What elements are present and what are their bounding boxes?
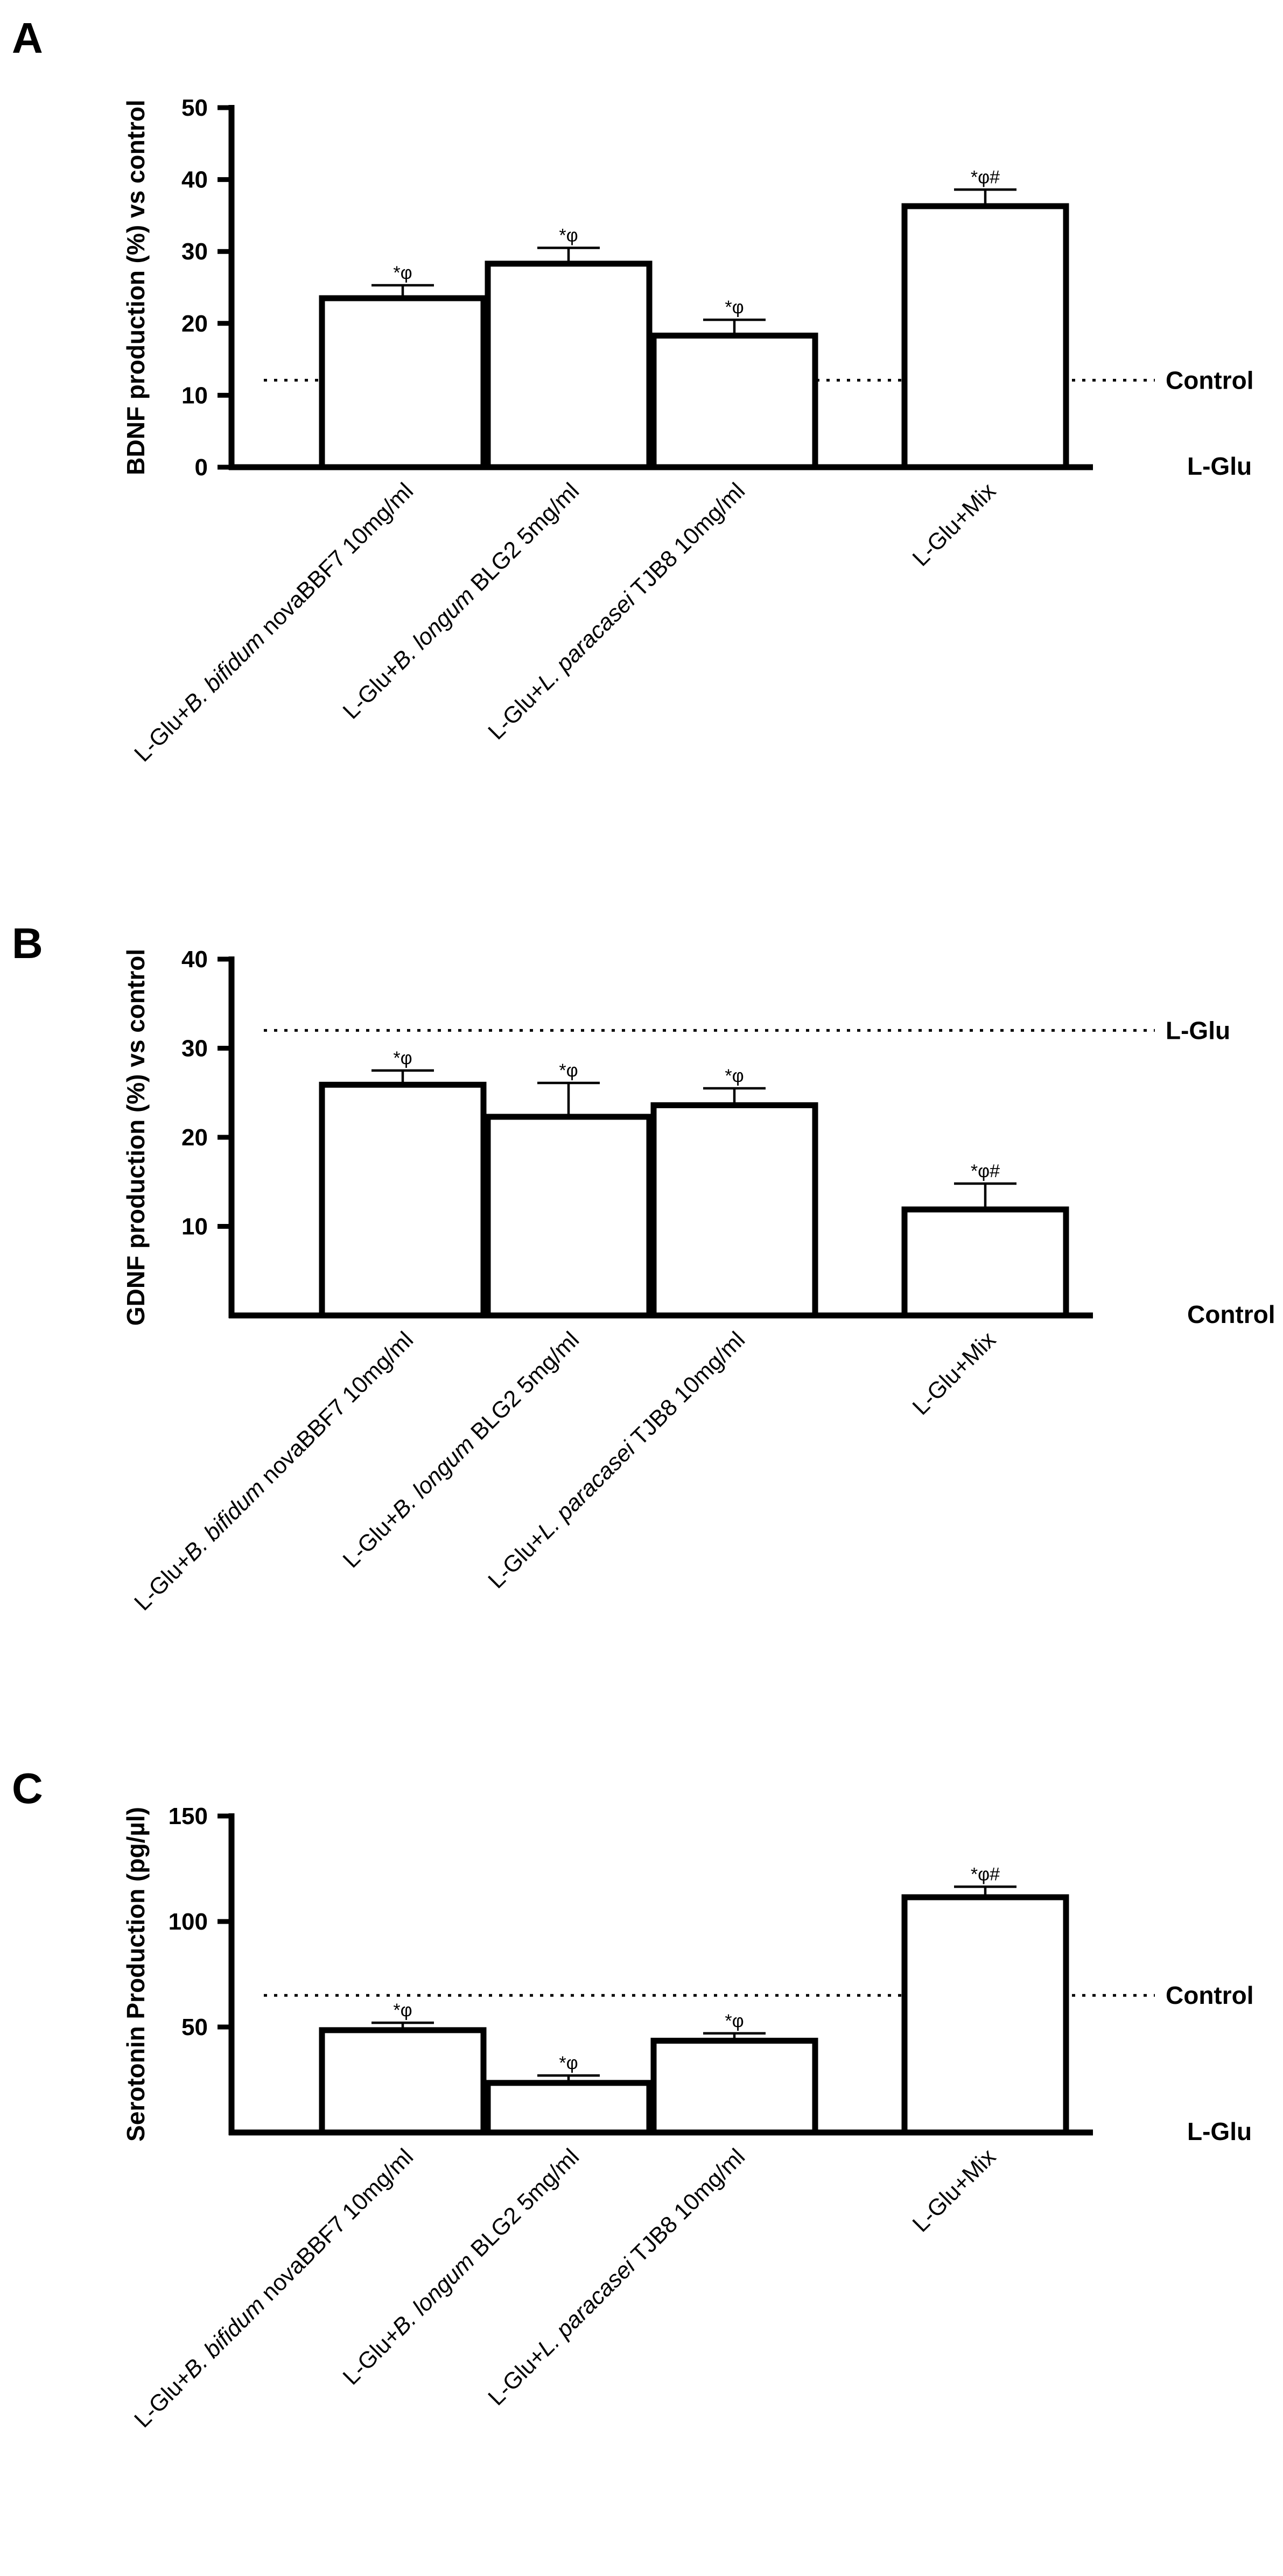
y-tick-label: 40: [181, 946, 208, 973]
reference-line-label: Control: [1166, 366, 1254, 394]
reference-line-label: L-Glu: [1166, 1016, 1230, 1044]
bar: [485, 2080, 653, 2136]
y-tick-label: 0: [195, 454, 208, 481]
significance-annotation: *φ: [725, 1066, 744, 1086]
bar: [319, 1081, 487, 1319]
panel-letter: C: [12, 1764, 43, 1812]
panel-a: A BDNF production (%) vs control Control *φ…: [12, 14, 1254, 767]
significance-annotation: *φ: [559, 1060, 578, 1081]
significance-annotation: *φ: [725, 2011, 744, 2031]
x-category-label: L-Glu+Mix: [908, 2144, 1001, 2237]
y-tick-label: 20: [181, 311, 208, 337]
baseline-label: L-Glu: [1187, 452, 1252, 480]
x-category-label: L-Glu+B. bifidum novaBBF7 10mg/ml: [129, 478, 418, 767]
y-tick-label: 50: [181, 95, 208, 121]
bar: [901, 1894, 1069, 2136]
y-tick-label: 30: [181, 238, 208, 265]
bar: [319, 2027, 487, 2136]
x-category-label: L-Glu+Mix: [908, 478, 1001, 572]
significance-annotation: *φ#: [971, 1161, 1000, 1181]
bar: [650, 1102, 818, 1319]
y-tick-label: 100: [169, 1909, 208, 1935]
significance-annotation: *φ: [559, 2053, 578, 2073]
x-category-label: L-Glu+L. paracasei TJB8 10mg/ml: [483, 1327, 750, 1594]
x-category-label: L-Glu+Mix: [908, 1327, 1001, 1420]
significance-annotation: *φ#: [971, 167, 1000, 187]
x-category-label: L-Glu+L. paracasei TJB8 10mg/ml: [483, 478, 750, 745]
x-category-label: L-Glu+B. bifidum novaBBF7 10mg/ml: [129, 2144, 418, 2433]
y-axis-label: GDNF production (%) vs control: [122, 949, 150, 1326]
bar: [901, 1206, 1069, 1319]
bar: [485, 1114, 653, 1319]
y-axis-label: Serotonin Production (pg/µl): [122, 1807, 150, 2142]
y-tick-label: 30: [181, 1036, 208, 1062]
significance-annotation: *φ: [393, 263, 412, 283]
y-tick-label: 40: [181, 167, 208, 193]
y-tick-label: 150: [169, 1803, 208, 1829]
baseline-label: Control: [1187, 1300, 1275, 1328]
significance-annotation: *φ: [725, 297, 744, 318]
x-category-label: L-Glu+B. bifidum novaBBF7 10mg/ml: [129, 1327, 418, 1616]
panel-letter: B: [12, 919, 43, 967]
bar: [650, 333, 818, 470]
y-tick-label: 50: [181, 2014, 208, 2040]
panel-letter: A: [12, 14, 43, 62]
y-tick-label: 10: [181, 1214, 208, 1240]
bar: [319, 295, 487, 470]
significance-annotation: *φ: [393, 2000, 412, 2021]
panel-b: B GDNF production (%) vs control L-Glu *φ *φ…: [12, 919, 1275, 1616]
bar: [901, 203, 1069, 470]
x-category-label: L-Glu+L. paracasei TJB8 10mg/ml: [483, 2144, 750, 2411]
bar: [650, 2037, 818, 2136]
bar: [485, 261, 653, 470]
y-tick-label: 10: [181, 382, 208, 409]
baseline-label: L-Glu: [1187, 2117, 1252, 2145]
significance-annotation: *φ: [559, 226, 578, 246]
y-tick-label: 20: [181, 1124, 208, 1151]
y-axis-label: BDNF production (%) vs control: [122, 100, 150, 475]
significance-annotation: *φ: [393, 1048, 412, 1068]
significance-annotation: *φ#: [971, 1864, 1000, 1884]
panel-c: C Serotonin Production (pg/µl) Control *φ *φ…: [12, 1764, 1254, 2433]
reference-line-label: Control: [1166, 1981, 1254, 2009]
